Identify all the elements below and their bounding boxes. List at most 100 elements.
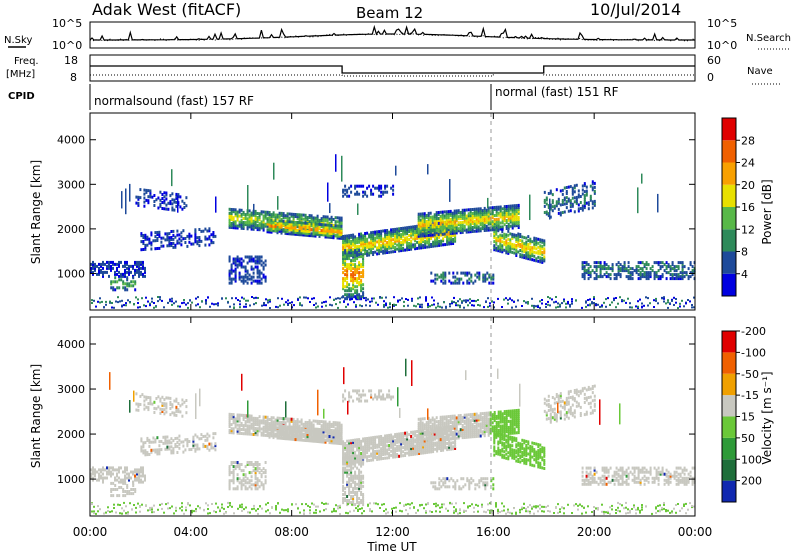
echo-cell: [442, 271, 445, 275]
echo-cell: [288, 423, 291, 427]
echo-cell: [346, 281, 349, 285]
echo-cell: [266, 218, 269, 222]
echo-cell: [344, 234, 347, 238]
echo-cell: [98, 268, 100, 272]
echo-cell: [593, 271, 596, 275]
echo-cell: [326, 227, 329, 231]
echo-cell: [414, 237, 417, 241]
echo-cell: [134, 262, 136, 266]
echo-cell: [425, 299, 427, 302]
echo-cell: [322, 430, 325, 434]
echo-cell: [318, 232, 321, 236]
echo-cell: [284, 417, 287, 421]
echo-cell: [623, 261, 626, 265]
echo-cell: [328, 426, 331, 430]
echo-cell: [356, 271, 359, 275]
echo-cell: [234, 214, 237, 218]
echo-cell: [689, 261, 692, 265]
echo-cell: [585, 263, 588, 267]
echo-cell: [280, 219, 283, 223]
echo-cell: [138, 264, 140, 268]
echo-cell: [503, 248, 506, 252]
echo-cell: [96, 478, 98, 482]
echo-cell: [194, 234, 197, 238]
echo-cell: [234, 210, 237, 214]
echo-cell: [509, 214, 512, 218]
echo-cell: [419, 214, 422, 218]
echo-cell: [302, 233, 305, 237]
echo-cell: [461, 208, 464, 212]
echo-cell: [352, 293, 355, 297]
echo-cell: [176, 436, 179, 440]
echo-cell: [338, 431, 341, 435]
echo-cell: [246, 209, 249, 213]
echo-cell: [477, 221, 480, 225]
echo-cell: [137, 302, 139, 304]
echo-cell: [621, 265, 624, 269]
echo-cell: [529, 245, 532, 249]
echo-cell: [262, 220, 265, 224]
echo-cell: [523, 250, 526, 254]
echo-cell: [298, 219, 301, 223]
echo-cell: [163, 404, 166, 408]
echo-cell: [342, 263, 345, 267]
echo-cell: [492, 273, 495, 277]
echo-cell: [312, 228, 315, 232]
echo-cell: [517, 209, 520, 213]
echo-cell: [354, 249, 357, 253]
echo-cell: [681, 275, 684, 279]
echo-cell: [175, 409, 178, 413]
echo-cell: [290, 429, 293, 433]
echo-cell: [230, 208, 233, 211]
echo-cell: [412, 243, 415, 247]
echo-cell: [358, 442, 361, 446]
echo-cell: [122, 478, 124, 482]
echo-cell: [354, 245, 357, 249]
echo-cell: [264, 433, 267, 437]
echo-cell: [687, 299, 689, 301]
echo-cell: [286, 419, 289, 423]
echo-cell: [278, 219, 281, 223]
echo-cell: [258, 226, 261, 230]
echo-cell: [350, 184, 353, 188]
echo-cell: [149, 302, 151, 305]
echo-cell: [112, 280, 115, 284]
echo-cell: [126, 276, 129, 280]
echo-cell: [194, 228, 197, 232]
echo-cell: [300, 221, 303, 225]
echo-cell: [137, 197, 140, 201]
echo-cell: [511, 220, 514, 224]
echo-cell: [430, 279, 433, 283]
echo-cell: [354, 239, 357, 243]
echo-cell: [326, 223, 329, 227]
echo-cell: [278, 436, 281, 440]
echo-cell: [143, 188, 146, 192]
echo-cell: [204, 235, 207, 239]
echo-cell: [196, 435, 199, 439]
echo-cell: [481, 227, 484, 231]
echo-cell: [270, 431, 273, 435]
echo-cell: [358, 240, 361, 244]
echo-cell: [262, 483, 265, 487]
echo-cell: [376, 252, 379, 256]
echo-cell: [180, 231, 183, 235]
echo-cell: [390, 234, 393, 238]
echo-cell: [595, 275, 598, 279]
echo-cell: [256, 267, 259, 271]
echo-cell: [669, 273, 672, 277]
echo-cell: [575, 195, 578, 199]
echo-cell: [583, 196, 586, 200]
echo-cell: [144, 274, 146, 278]
echo-cell: [272, 215, 275, 219]
echo-cell: [507, 229, 510, 233]
echo-cell: [264, 277, 267, 281]
echo-cell: [427, 233, 430, 237]
echo-cell: [691, 269, 694, 273]
echo-cell: [483, 227, 486, 230]
echo-cell: [256, 271, 259, 275]
echo-cell: [472, 281, 475, 285]
echo-cell: [106, 270, 108, 274]
echo-cell: [228, 257, 231, 261]
echo-cell: [278, 225, 281, 229]
echo-cell: [499, 211, 502, 215]
